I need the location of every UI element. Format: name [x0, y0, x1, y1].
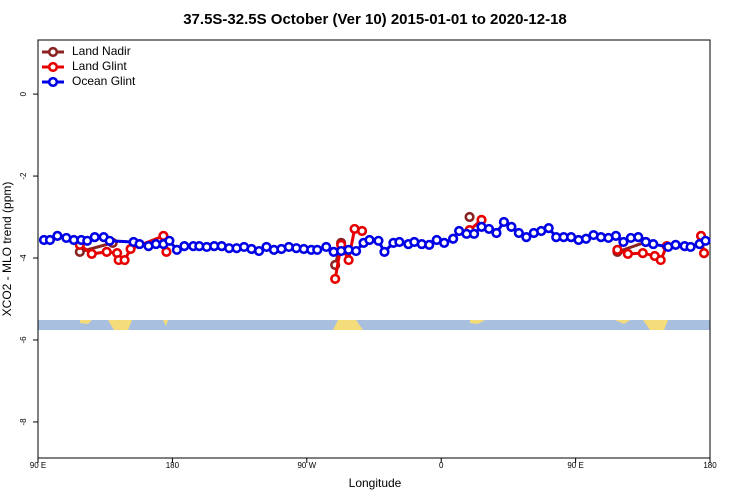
point: [321, 241, 332, 253]
point: [394, 236, 405, 248]
point: [343, 254, 354, 266]
x-tick-label: 0: [439, 461, 444, 470]
point: [379, 246, 390, 257]
point: [44, 234, 56, 246]
legend-marker: [47, 46, 59, 58]
point: [543, 223, 554, 234]
point: [356, 225, 368, 237]
point: [464, 211, 475, 223]
point: [164, 235, 175, 246]
x-tick-label: 90 W: [297, 461, 316, 470]
point: [330, 273, 341, 285]
plot-frame: [37, 39, 711, 459]
point: [655, 254, 666, 266]
point: [491, 227, 502, 239]
y-axis-label: XCO2 - MLO trend (ppm): [0, 182, 14, 317]
x-tick-label: 180: [166, 461, 180, 470]
y-tick-label: -6: [19, 336, 28, 344]
point: [618, 236, 629, 248]
y-tick-label: -4: [19, 254, 28, 262]
point: [439, 237, 450, 248]
point: [633, 232, 644, 243]
point: [179, 241, 190, 252]
point: [521, 232, 532, 243]
point: [161, 246, 172, 257]
point: [468, 228, 480, 239]
map-strip: [38, 320, 710, 330]
point: [119, 254, 130, 266]
legend-label: Land Glint: [72, 59, 127, 73]
y-tick-label: -2: [19, 172, 28, 180]
point: [82, 235, 93, 246]
point: [253, 245, 265, 257]
point: [685, 241, 696, 253]
point: [373, 235, 384, 246]
point: [498, 216, 510, 228]
legend-label: Land Nadir: [72, 44, 131, 58]
point: [637, 247, 648, 259]
legend-marker: [47, 76, 59, 88]
y-tick-label: -8: [19, 418, 28, 426]
series: [38, 216, 711, 257]
point: [101, 246, 112, 257]
chart-title: 37.5S-32.5S October (Ver 10) 2015-01-01 …: [183, 11, 567, 28]
point: [424, 239, 435, 251]
point: [700, 235, 711, 246]
point: [483, 223, 495, 235]
legend-label: Ocean Glint: [72, 74, 136, 88]
point: [448, 233, 459, 244]
point: [612, 244, 623, 255]
series: [74, 214, 710, 285]
x-axis-label: Longitude: [349, 476, 402, 490]
point: [104, 235, 115, 246]
point: [506, 221, 517, 232]
point: [89, 232, 100, 243]
point: [312, 244, 323, 255]
point: [513, 227, 524, 239]
point: [134, 238, 145, 250]
point: [698, 247, 710, 259]
x-tick-label: 90 E: [30, 461, 46, 470]
point: [171, 244, 182, 255]
point: [580, 233, 592, 244]
point: [610, 230, 622, 241]
point: [648, 238, 659, 250]
point: [350, 245, 362, 257]
point: [364, 234, 375, 246]
point: [622, 248, 633, 260]
point: [670, 239, 681, 251]
point: [86, 248, 97, 260]
point: [52, 230, 63, 241]
x-tick-label: 90 E: [567, 461, 583, 470]
y-tick-label: 0: [19, 91, 28, 96]
legend-marker: [47, 61, 59, 73]
x-tick-label: 180: [703, 461, 717, 470]
